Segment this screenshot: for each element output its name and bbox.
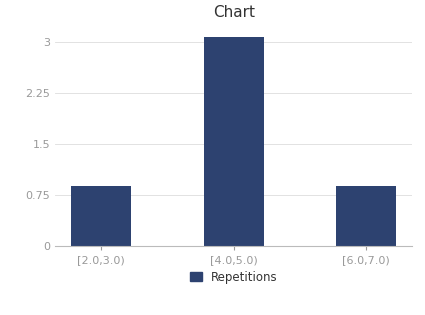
- Bar: [71, 186, 131, 246]
- Bar: [204, 37, 264, 246]
- Bar: [337, 186, 396, 246]
- Title: Chart: Chart: [213, 5, 255, 20]
- Legend: Repetitions: Repetitions: [185, 266, 282, 288]
